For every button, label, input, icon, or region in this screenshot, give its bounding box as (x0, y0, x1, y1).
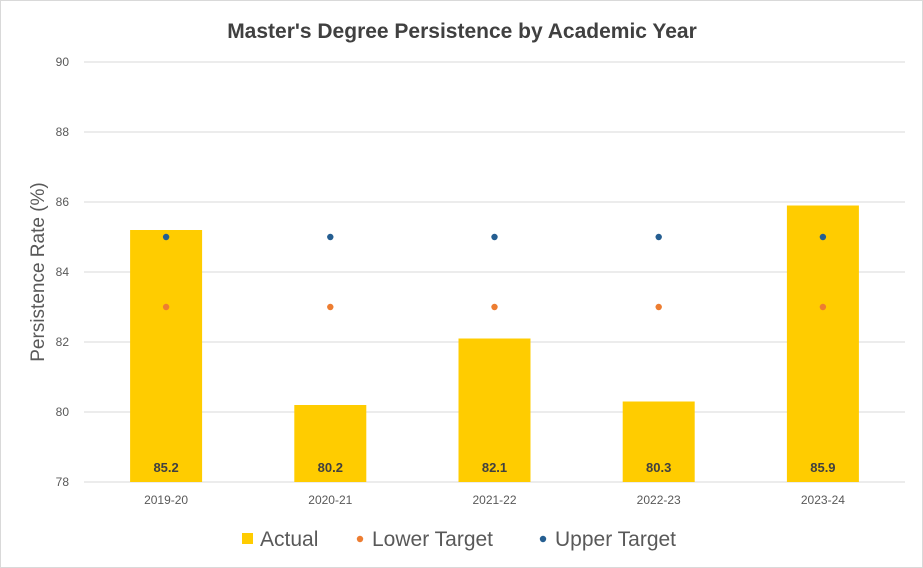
y-axis-ticks: 78 80 82 84 86 88 90 (56, 55, 70, 489)
y-tick-label: 84 (56, 265, 70, 279)
data-label: 80.2 (318, 460, 343, 475)
y-tick-label: 78 (56, 475, 70, 489)
data-label: 85.2 (153, 460, 178, 475)
x-tick-label: 2019-20 (144, 493, 188, 507)
y-tick-label: 88 (56, 125, 70, 139)
y-tick-label: 82 (56, 335, 70, 349)
upper-target-point (655, 233, 662, 241)
y-tick-label: 90 (56, 55, 70, 69)
legend: Actual Lower Target Upper Target (242, 528, 676, 551)
y-tick-label: 86 (56, 195, 70, 209)
bars (130, 205, 859, 482)
x-axis-ticks: 2019-20 2020-21 2021-22 2022-23 2023-24 (144, 493, 845, 507)
lower-target-point (327, 303, 334, 311)
upper-target-point (327, 233, 334, 241)
x-tick-label: 2021-22 (472, 493, 516, 507)
bar-actual (786, 205, 859, 482)
lower-target-point (491, 303, 498, 311)
upper-target-point (819, 233, 827, 241)
chart-title: Master's Degree Persistence by Academic … (227, 20, 697, 43)
y-axis-title: Persistence Rate (%) (28, 182, 49, 362)
data-label: 85.9 (810, 460, 835, 475)
lower-target-point (162, 303, 170, 311)
legend-label: Lower Target (372, 528, 493, 551)
data-labels: 85.2 80.2 82.1 80.3 85.9 (153, 460, 835, 475)
lower-target-point (655, 303, 662, 311)
legend-marker-lower-target (356, 535, 364, 543)
bar-actual (458, 338, 531, 482)
y-tick-label: 80 (56, 405, 70, 419)
upper-target-point (491, 233, 498, 241)
legend-marker-upper-target (539, 535, 547, 543)
bar-actual (294, 405, 367, 482)
target-points (162, 233, 827, 311)
legend-swatch-actual (242, 533, 253, 544)
bar-actual (622, 401, 695, 482)
x-tick-label: 2022-23 (637, 493, 681, 507)
legend-label: Upper Target (555, 528, 676, 551)
bar-actual (130, 230, 203, 482)
data-label: 82.1 (482, 460, 507, 475)
legend-label: Actual (260, 528, 318, 551)
upper-target-point (162, 233, 170, 241)
x-tick-label: 2023-24 (801, 493, 845, 507)
lower-target-point (819, 303, 827, 311)
x-tick-label: 2020-21 (308, 493, 352, 507)
data-label: 80.3 (646, 460, 671, 475)
